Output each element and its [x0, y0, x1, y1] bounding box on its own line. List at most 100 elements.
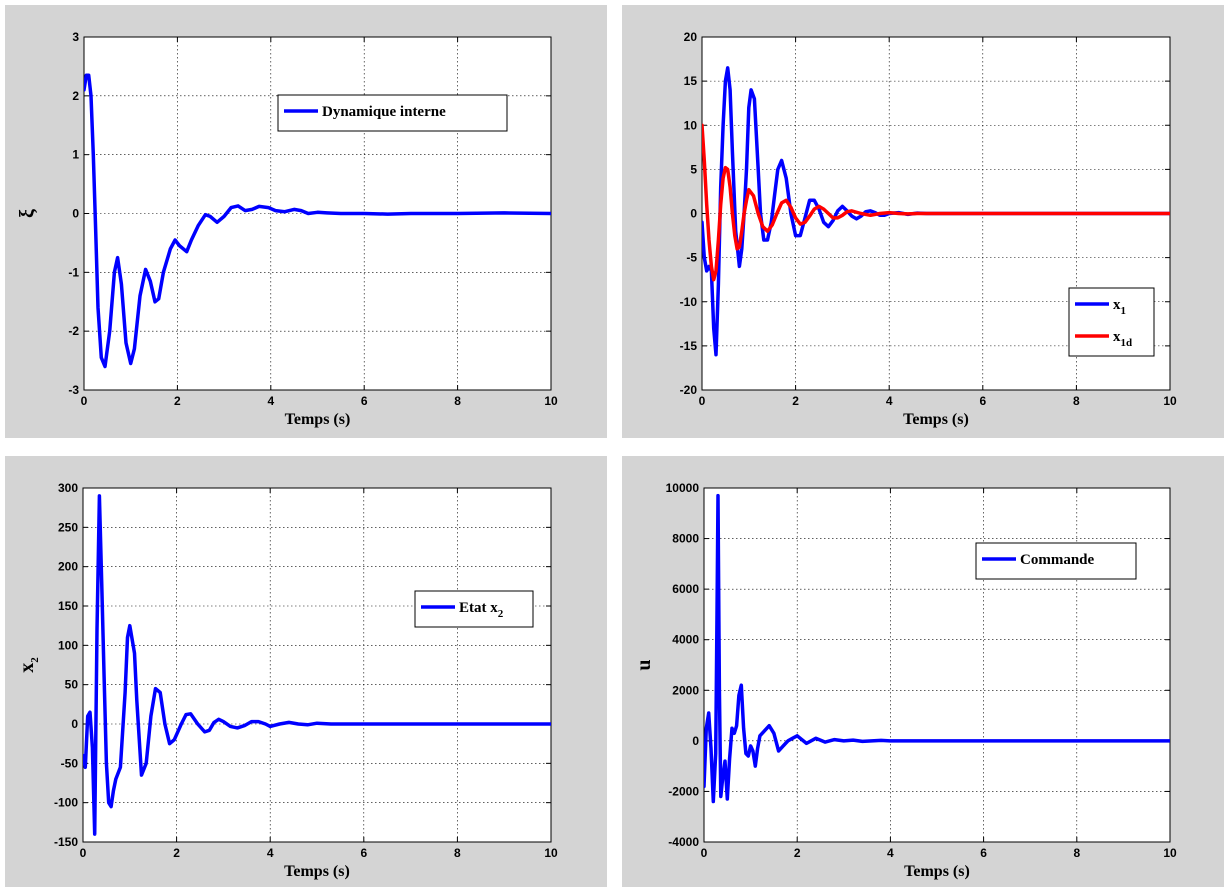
legend: Commande — [975, 542, 1137, 580]
chart-panel-bottom-right: 0 2 4 6 8 10 -4000 -2000 0 2000 4000 6000 8000 10000 T… — [622, 456, 1224, 887]
y-tick-label: -15 — [680, 339, 698, 353]
y-tick-label: 10000 — [666, 481, 700, 495]
label-subscript: 1d — [1121, 337, 1133, 349]
x-tick-label: 6 — [360, 846, 367, 860]
y-tick-label: 0 — [72, 207, 79, 221]
x-tick-label: 6 — [979, 394, 986, 408]
x-tick-label: 8 — [454, 846, 461, 860]
chart-svg: 0 2 4 6 8 10 -3 -2 -1 0 1 2 3 Temps (s) ξ Dynamique int… — [16, 30, 558, 428]
legend: Dynamique interne — [277, 94, 508, 132]
legend-label: Commande — [1020, 552, 1095, 568]
y-tick-label: 150 — [58, 599, 78, 613]
x-tick-label: 2 — [174, 394, 181, 408]
y-tick-label: -4000 — [668, 835, 699, 849]
y-tick-label: 3 — [72, 30, 79, 44]
series-line-0 — [83, 494, 551, 836]
y-tick-label: -1 — [68, 265, 79, 279]
label-main: Temps (s) — [903, 411, 969, 428]
y-tick-label: -10 — [680, 295, 698, 309]
x-tick-label: 4 — [887, 846, 894, 860]
x-tick-label: 10 — [544, 394, 558, 408]
x-axis-label: Temps (s) — [284, 863, 350, 880]
legend-label: Dynamique interne — [322, 104, 446, 120]
y-axis-label: u — [633, 659, 655, 670]
x-tick-label: 6 — [361, 394, 368, 408]
y-tick-label: 0 — [692, 734, 699, 748]
x-axis-label: Temps (s) — [904, 863, 970, 880]
y-tick-label: 20 — [684, 30, 698, 44]
series-line-0 — [84, 73, 551, 369]
x-tick-label: 8 — [454, 394, 461, 408]
y-tick-label: 15 — [684, 74, 698, 88]
chart-panel-bottom-left: 0 2 4 6 8 10 -150 -100 -50 0 50 100 150 200 250 300 Temp… — [5, 456, 607, 887]
label-main: Temps (s) — [285, 411, 351, 428]
x-tick-label: 10 — [544, 846, 558, 860]
x-tick-label: 8 — [1073, 846, 1080, 860]
x-tick-label: 4 — [886, 394, 893, 408]
x-axis-label: Temps (s) — [903, 411, 969, 428]
x-tick-label: 2 — [173, 846, 180, 860]
y-tick-label: -150 — [54, 835, 78, 849]
legend-label: x1d — [1113, 329, 1132, 349]
y-tick-label: 2000 — [672, 683, 699, 697]
label-main: u — [633, 659, 655, 670]
x-tick-label: 2 — [794, 846, 801, 860]
legend-box — [277, 94, 508, 132]
plot-area — [82, 487, 552, 843]
label-subscript: 2 — [498, 608, 504, 620]
y-tick-label: 50 — [65, 678, 79, 692]
y-tick-label: -50 — [61, 756, 79, 770]
x-axis-label: Temps (s) — [285, 411, 351, 428]
plot-area — [703, 487, 1171, 843]
y-tick-label: -5 — [686, 251, 697, 265]
legend-box — [1068, 287, 1155, 357]
grid-lines — [83, 488, 551, 842]
label-main: x — [1113, 329, 1121, 345]
y-tick-label: 2 — [72, 89, 79, 103]
y-tick-label: -100 — [54, 796, 78, 810]
x-tick-label: 4 — [267, 394, 274, 408]
series-line-0 — [702, 66, 1170, 357]
y-tick-label: 250 — [58, 520, 78, 534]
y-tick-label: 10 — [684, 118, 698, 132]
y-axis-label: ξ — [16, 209, 38, 218]
legend-label: Etat x2 — [459, 600, 504, 620]
x-tick-label: 0 — [701, 846, 708, 860]
label-subscript: 1 — [1121, 305, 1127, 317]
x-tick-label: 0 — [699, 394, 706, 408]
legend-box — [414, 590, 534, 628]
x-tick-label: 0 — [80, 846, 87, 860]
x-tick-label: 10 — [1163, 394, 1177, 408]
label-main: Commande — [1020, 552, 1095, 568]
series-line-1 — [702, 123, 1170, 282]
x-tick-label: 10 — [1163, 846, 1177, 860]
chart-svg: 0 2 4 6 8 10 -150 -100 -50 0 50 100 150 200 250 300 Temp… — [16, 481, 558, 880]
legend-box — [975, 542, 1137, 580]
y-tick-label: -3 — [68, 383, 79, 397]
label-main: Dynamique interne — [322, 104, 446, 120]
x-tick-label: 4 — [267, 846, 274, 860]
label-main: x — [1113, 297, 1121, 313]
label-main: Etat x — [459, 600, 498, 616]
label-main: Temps (s) — [904, 863, 970, 880]
y-tick-label: 1 — [72, 148, 79, 162]
y-tick-label: 100 — [58, 638, 78, 652]
y-tick-label: 8000 — [672, 532, 699, 546]
y-tick-label: 300 — [58, 481, 78, 495]
label-main: Temps (s) — [284, 863, 350, 880]
y-tick-label: 0 — [690, 207, 697, 221]
x-tick-label: 2 — [792, 394, 799, 408]
x-tick-label: 0 — [81, 394, 88, 408]
y-tick-label: 5 — [690, 162, 697, 176]
label-main: ξ — [16, 209, 38, 218]
y-tick-label: 4000 — [672, 633, 699, 647]
y-tick-label: -2000 — [668, 784, 699, 798]
chart-panel-top-left: 0 2 4 6 8 10 -3 -2 -1 0 1 2 3 Temps (s) ξ Dynamique int… — [5, 5, 607, 438]
y-tick-label: 6000 — [672, 582, 699, 596]
chart-svg: 0 2 4 6 8 10 -4000 -2000 0 2000 4000 6000 8000 10000 T… — [633, 481, 1177, 880]
x-tick-label: 8 — [1073, 394, 1080, 408]
legend: Etat x2 — [414, 590, 534, 628]
y-tick-label: -2 — [68, 324, 79, 338]
